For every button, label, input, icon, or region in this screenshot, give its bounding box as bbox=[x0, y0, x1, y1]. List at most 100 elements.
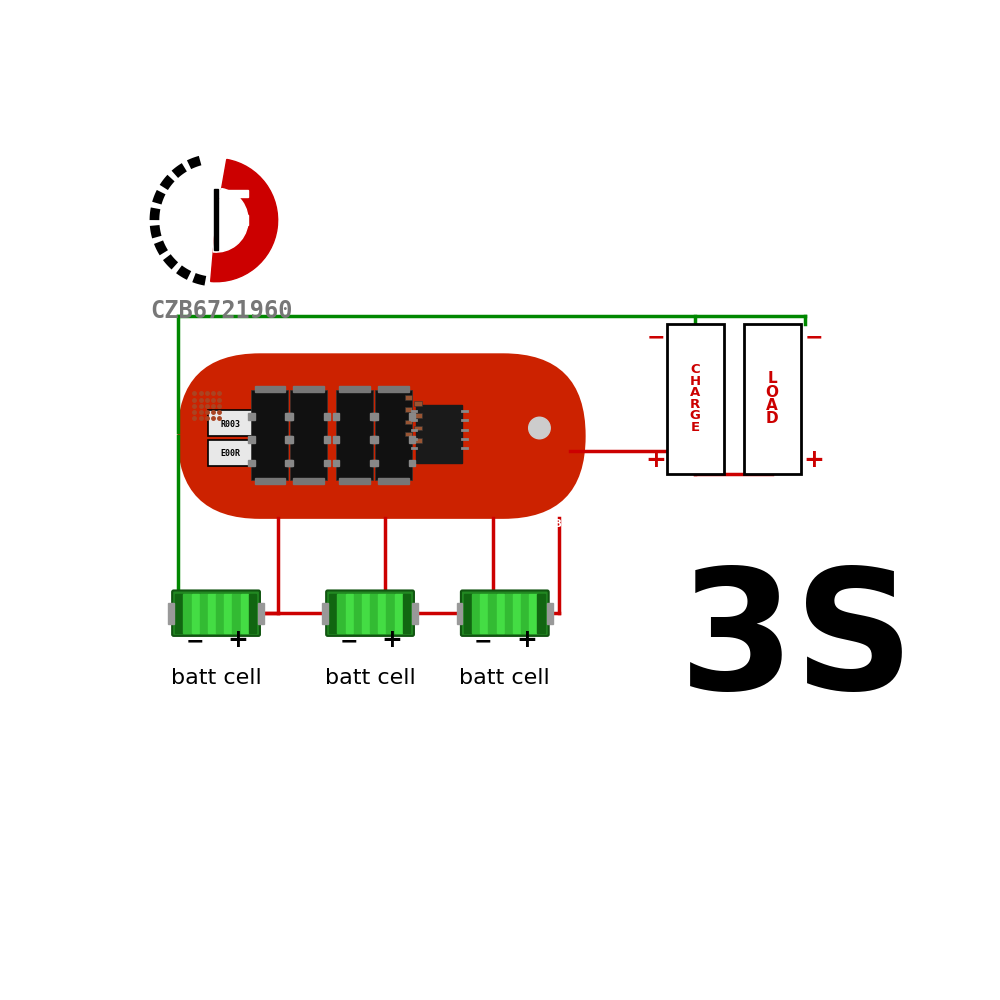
Text: B2: B2 bbox=[424, 519, 439, 529]
Text: +: + bbox=[645, 448, 666, 472]
Bar bbox=[480, 594, 488, 633]
Bar bbox=[175, 594, 183, 633]
Bar bbox=[339, 386, 370, 392]
Text: B: B bbox=[262, 519, 270, 529]
Bar bbox=[405, 395, 412, 400]
Bar bbox=[214, 189, 218, 250]
Text: B1: B1 bbox=[328, 519, 343, 529]
Bar bbox=[287, 436, 293, 443]
Bar bbox=[333, 460, 339, 466]
Bar bbox=[395, 594, 402, 633]
Bar bbox=[255, 478, 285, 484]
Text: A: A bbox=[212, 519, 220, 529]
Text: −: − bbox=[339, 631, 358, 651]
Bar bbox=[414, 413, 422, 418]
Bar bbox=[386, 594, 394, 633]
Text: +: + bbox=[381, 628, 402, 652]
Bar bbox=[183, 594, 191, 633]
Bar bbox=[337, 594, 345, 633]
Text: B+: B+ bbox=[554, 519, 571, 529]
Bar bbox=[248, 460, 255, 466]
Bar bbox=[224, 594, 232, 633]
Text: P+: P+ bbox=[539, 342, 555, 352]
Bar bbox=[744, 324, 801, 474]
Bar bbox=[412, 603, 418, 624]
Bar bbox=[241, 594, 248, 633]
Bar bbox=[248, 413, 255, 420]
Bar bbox=[370, 436, 376, 443]
Bar bbox=[215, 190, 248, 197]
Bar bbox=[324, 413, 330, 420]
Bar bbox=[521, 594, 529, 633]
Bar bbox=[372, 413, 378, 420]
Text: B-: B- bbox=[181, 342, 193, 352]
Bar bbox=[472, 594, 480, 633]
Bar bbox=[666, 324, 724, 474]
Bar bbox=[414, 426, 422, 430]
Bar bbox=[414, 438, 422, 443]
Bar bbox=[290, 389, 327, 480]
Text: −: − bbox=[185, 631, 204, 651]
Bar bbox=[378, 386, 409, 392]
Bar bbox=[208, 440, 253, 466]
Bar bbox=[258, 603, 264, 624]
Bar bbox=[464, 594, 472, 633]
Text: batt cell: batt cell bbox=[171, 668, 261, 688]
Bar bbox=[403, 594, 410, 633]
Text: CZB6721960: CZB6721960 bbox=[151, 299, 293, 323]
Text: 3S: 3S bbox=[679, 562, 915, 725]
FancyBboxPatch shape bbox=[461, 590, 549, 636]
Bar bbox=[200, 594, 208, 633]
Bar bbox=[346, 594, 353, 633]
Text: +: + bbox=[516, 628, 537, 652]
Bar bbox=[370, 594, 378, 633]
Bar bbox=[333, 436, 339, 443]
Bar bbox=[336, 389, 373, 480]
Bar bbox=[354, 594, 362, 633]
Bar bbox=[513, 594, 521, 633]
Bar bbox=[232, 594, 240, 633]
Bar bbox=[372, 436, 378, 443]
Bar bbox=[322, 603, 328, 624]
Bar bbox=[255, 386, 285, 392]
Text: C
H
A
R
G
E: C H A R G E bbox=[689, 363, 701, 434]
Text: P-: P- bbox=[360, 342, 372, 352]
Bar bbox=[208, 594, 216, 633]
Bar bbox=[457, 603, 462, 624]
Bar bbox=[405, 432, 412, 436]
Bar bbox=[370, 460, 376, 466]
Bar bbox=[529, 594, 537, 633]
Bar bbox=[372, 460, 378, 466]
Bar bbox=[324, 436, 330, 443]
Text: batt cell: batt cell bbox=[325, 668, 415, 688]
Bar bbox=[497, 594, 504, 633]
Text: batt cell: batt cell bbox=[459, 668, 550, 688]
Text: R003: R003 bbox=[221, 420, 241, 429]
Bar bbox=[339, 478, 370, 484]
Text: −: − bbox=[804, 328, 823, 348]
Bar bbox=[285, 436, 292, 443]
Bar bbox=[537, 594, 545, 633]
Text: −: − bbox=[646, 328, 665, 348]
FancyBboxPatch shape bbox=[178, 353, 586, 519]
Bar bbox=[287, 460, 293, 466]
Bar bbox=[505, 594, 513, 633]
Bar bbox=[547, 603, 553, 624]
Bar bbox=[216, 594, 224, 633]
Bar bbox=[168, 603, 174, 624]
Bar bbox=[362, 594, 370, 633]
Text: +: + bbox=[803, 448, 824, 472]
Bar bbox=[405, 407, 412, 412]
Bar bbox=[409, 460, 415, 466]
Bar bbox=[378, 594, 386, 633]
FancyBboxPatch shape bbox=[172, 590, 260, 636]
Wedge shape bbox=[211, 159, 278, 282]
Bar bbox=[287, 413, 293, 420]
Bar bbox=[409, 413, 415, 420]
Bar bbox=[285, 413, 292, 420]
Text: −: − bbox=[474, 631, 493, 651]
Bar bbox=[405, 420, 412, 424]
Bar bbox=[293, 478, 324, 484]
Bar bbox=[208, 410, 253, 436]
Bar bbox=[192, 594, 199, 633]
